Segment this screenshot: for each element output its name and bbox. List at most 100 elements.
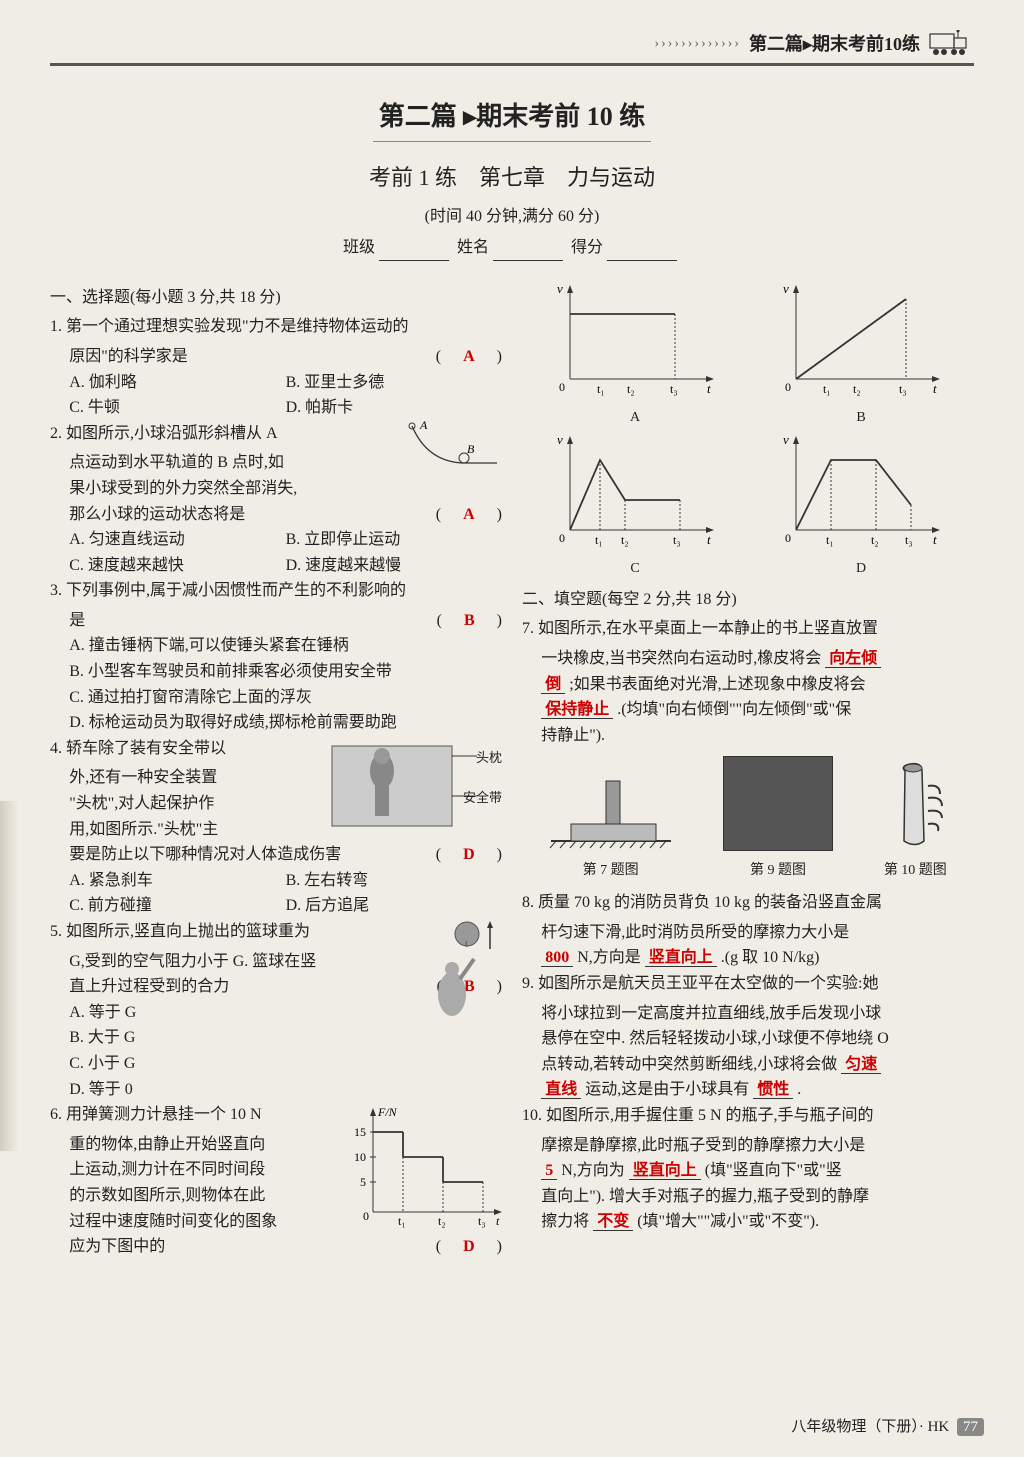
q7-l4a: 保持静止 .(均填"向右倾倒""向左倾倒"或"保 <box>522 697 974 723</box>
svg-text:t₁: t₁ <box>597 382 605 396</box>
q10-l6: 擦力将 不变 (填"增大""减小"或"不变"). <box>522 1209 974 1235</box>
q1-line1: 1. 第一个通过理想实验发现"力不是维持物体运动的 <box>50 314 502 340</box>
q5-opt-c: C. 小于 G <box>50 1051 502 1077</box>
q4-opt-d: D. 后方追尾 <box>286 893 502 919</box>
q8-l3: 800 N,方向是 竖直向上 .(g 取 10 N/kg) <box>522 945 974 971</box>
page-number: 77 <box>957 1418 984 1436</box>
graph-d: v t 0 t₁ t₂ t₃ <box>771 430 951 550</box>
svg-text:0: 0 <box>785 380 791 394</box>
q3-l2: 是 ( B ) <box>50 608 502 634</box>
svg-text:15: 15 <box>354 1125 366 1139</box>
svg-text:F/N: F/N <box>377 1105 398 1119</box>
svg-text:t₂: t₂ <box>853 382 861 396</box>
q8-ans1: 800 <box>541 949 573 967</box>
q5-figure <box>412 919 502 1029</box>
q2-opt-c: C. 速度越来越快 <box>69 553 285 579</box>
q9-l1: 9. 如图所示是航天员王亚平在太空做的一个实验:她 <box>522 971 974 997</box>
q9-l6-text: . <box>797 1081 801 1098</box>
q7-l3-text: ;如果书表面绝对光滑,上述现象中橡皮将会 <box>569 676 865 693</box>
q10-l6-text: 擦力将 <box>541 1213 589 1230</box>
svg-text:t₂: t₂ <box>438 1214 446 1228</box>
q4-l5: 要是防止以下哪种情况对人体造成伤害 ( D ) <box>50 842 502 868</box>
q9-ans1: 匀速 <box>841 1056 881 1074</box>
q1-answer-paren: ( A ) <box>436 344 502 370</box>
q8-l4-text: .(g 取 10 N/kg) <box>721 949 820 966</box>
q6-answer-paren: ( D ) <box>436 1234 502 1260</box>
q4-opt-a: A. 紧急刹车 <box>69 868 285 894</box>
svg-text:t: t <box>933 381 937 396</box>
q3-opt-d: D. 标枪运动员为取得好成绩,掷标枪前需要助跑 <box>50 710 502 736</box>
section-a-head: 一、选择题(每小题 3 分,共 18 分) <box>50 285 502 311</box>
q7-l2-text: 一块橡皮,当书突然向右运动时,橡皮将会 <box>541 650 821 667</box>
q4-opt-b: B. 左右转弯 <box>286 868 502 894</box>
q4-answer-paren: ( D ) <box>436 842 502 868</box>
q1-stem2: 原因"的科学家是 <box>69 348 188 365</box>
q8-l2: 杆匀速下滑,此时消防员所受的摩擦力大小是 <box>522 920 974 946</box>
svg-text:t₁: t₁ <box>826 533 834 547</box>
q1-answer: A <box>463 348 475 365</box>
label-name: 姓名 <box>457 239 489 256</box>
svg-text:v: v <box>783 432 789 447</box>
q1-line2: 原因"的科学家是 ( A ) <box>50 344 502 370</box>
q6-l6-text: 应为下图中的 <box>69 1238 165 1255</box>
svg-text:t₃: t₃ <box>905 533 913 547</box>
q3-l2-text: 是 <box>69 612 85 629</box>
q7-l3: 倒 ;如果书表面绝对光滑,上述现象中橡皮将会 <box>522 672 974 698</box>
q10-ans1: 5 <box>541 1162 557 1180</box>
graph-a: v t 0 t₁ t₂ t₃ <box>545 279 725 399</box>
blank-class <box>379 243 449 261</box>
q7-l5: 持静止"). <box>522 723 974 749</box>
cap-7: 第 7 题图 <box>546 860 676 882</box>
cap-10: 第 10 题图 <box>880 860 950 882</box>
q7-l1: 7. 如图所示,在水平桌面上一本静止的书上竖直放置 <box>522 616 974 642</box>
svg-text:v: v <box>783 281 789 296</box>
q9-ans2: 惯性 <box>753 1081 793 1099</box>
blank-name <box>493 243 563 261</box>
q3-answer-paren: ( B ) <box>437 608 502 634</box>
figure-row: 第 7 题图 第 9 题图 第 10 题图 <box>522 756 974 882</box>
q1-opt-d: D. 帕斯卡 <box>286 395 502 421</box>
section-b-head: 二、填空题(每空 2 分,共 18 分) <box>522 587 974 613</box>
blank-score <box>607 243 677 261</box>
train-icon <box>928 30 974 58</box>
q1-opt-b: B. 亚里士多德 <box>286 370 502 396</box>
q2-answer: A <box>463 506 475 523</box>
q10-l5: 直向上"). 增大手对瓶子的握力,瓶子受到的静摩 <box>522 1184 974 1210</box>
svg-text:t: t <box>707 381 711 396</box>
q9-l3: 悬停在空中. 然后轻轻拨动小球,小球便不停地绕 O <box>522 1026 974 1052</box>
svg-text:0: 0 <box>559 531 565 545</box>
svg-text:t₃: t₃ <box>899 382 907 396</box>
q9-ans1b: 直线 <box>541 1081 581 1099</box>
q4-l5-text: 要是防止以下哪种情况对人体造成伤害 <box>69 846 341 863</box>
q7-ans1: 向左倾 <box>825 650 881 668</box>
svg-text:B: B <box>467 442 475 456</box>
page-header: ››››››››››››› 第二篇▸期末考前10练 <box>50 30 974 66</box>
graph-a-label: A <box>522 407 748 429</box>
graph-c: v t 0 t₁ t₂ t₃ <box>545 430 725 550</box>
page-footer: 八年级物理（下册）· HK 77 <box>791 1415 984 1439</box>
svg-text:t₃: t₃ <box>670 382 678 396</box>
q10-ans2: 竖直向上 <box>629 1162 701 1180</box>
svg-text:0: 0 <box>559 380 565 394</box>
q2-opt-a: A. 匀速直线运动 <box>69 527 285 553</box>
time-info: (时间 40 分钟,满分 60 分) <box>50 204 974 230</box>
q7-l4-text: .(均填"向右倾倒""向左倾倒"或"保 <box>617 701 851 718</box>
svg-text:10: 10 <box>354 1150 366 1164</box>
svg-text:t₃: t₃ <box>673 533 681 547</box>
q8-l1: 8. 质量 70 kg 的消防员背负 10 kg 的装备沿竖直金属 <box>522 890 974 916</box>
svg-text:t₁: t₁ <box>398 1214 406 1228</box>
cap-9: 第 9 题图 <box>723 860 833 882</box>
q9-l4-text: 点转动,若转动中突然剪断细线,小球将会做 <box>541 1056 837 1073</box>
q10-l3: 5 N,方向为 竖直向上 (填"竖直向下"或"竖 <box>522 1158 974 1184</box>
graph-d-label: D <box>748 558 974 580</box>
svg-text:t: t <box>496 1214 500 1228</box>
q7-figure <box>546 756 676 851</box>
q2-l3: 果小球受到的外力突然全部消失, <box>50 476 502 502</box>
chevron-decor: ››››››››››››› <box>654 33 741 55</box>
q9-figure <box>723 756 833 851</box>
q9-l4: 点转动,若转动中突然剪断细线,小球将会做 匀速 <box>522 1052 974 1078</box>
q10-figure <box>880 756 950 851</box>
q4-figure: 头枕 安全带 <box>327 736 502 836</box>
q8-l3-text: N,方向是 <box>577 949 641 966</box>
q3-opt-a: A. 撞击锤柄下端,可以使锤头紧套在锤柄 <box>50 633 502 659</box>
